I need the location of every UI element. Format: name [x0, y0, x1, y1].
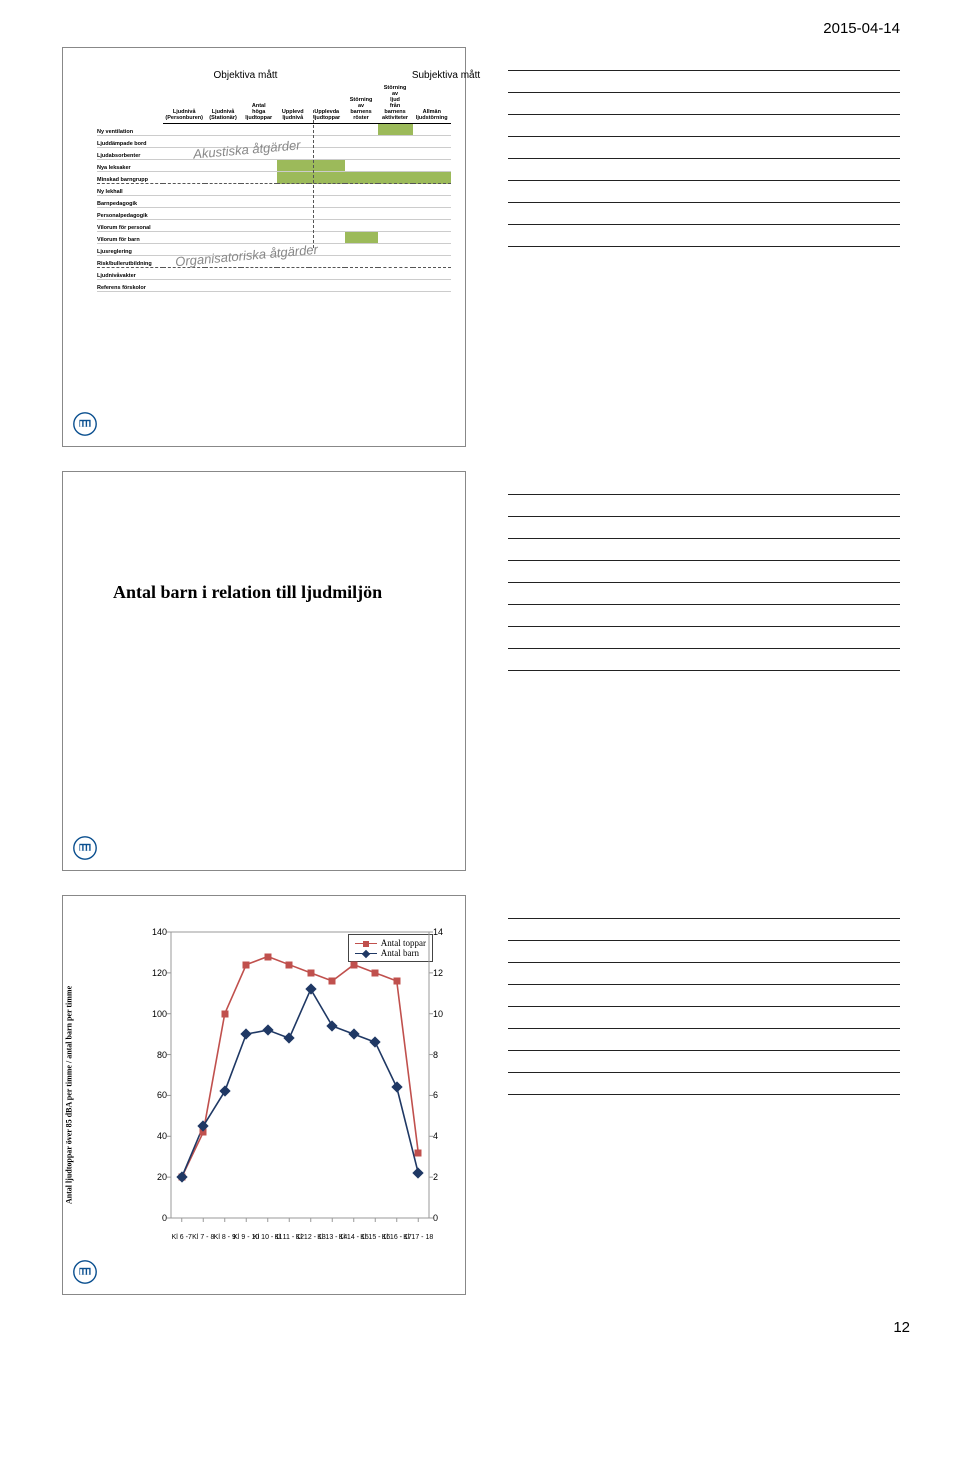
page-date: 2015-04-14	[0, 0, 960, 41]
group-label-objektiva: Objektiva mått	[177, 70, 314, 83]
slide2-title: Antal barn i relation till ljudmiljön	[113, 582, 382, 603]
university-logo	[71, 834, 99, 862]
slide-chart: Antal ljudtoppar över 85 dBA per timme /…	[62, 895, 466, 1295]
university-logo	[71, 410, 99, 438]
university-logo	[71, 1258, 99, 1286]
note-lines	[504, 41, 930, 247]
slide-title: Antal barn i relation till ljudmiljön	[62, 471, 466, 871]
group-label-subjektiva: Subjektiva mått	[336, 70, 556, 83]
matrix-table: Ljudnivå(Personburen)Ljudnivå(Stationär)…	[97, 83, 451, 292]
note-lines	[504, 465, 930, 671]
chart-plot: 02040608010012014002468101214Kl 6 -7Kl 7…	[171, 932, 429, 1218]
page-number: 12	[0, 1313, 960, 1350]
slide-matrix: Objektiva mått Subjektiva mått Ljudnivå(…	[62, 47, 466, 447]
note-lines	[504, 889, 930, 1095]
